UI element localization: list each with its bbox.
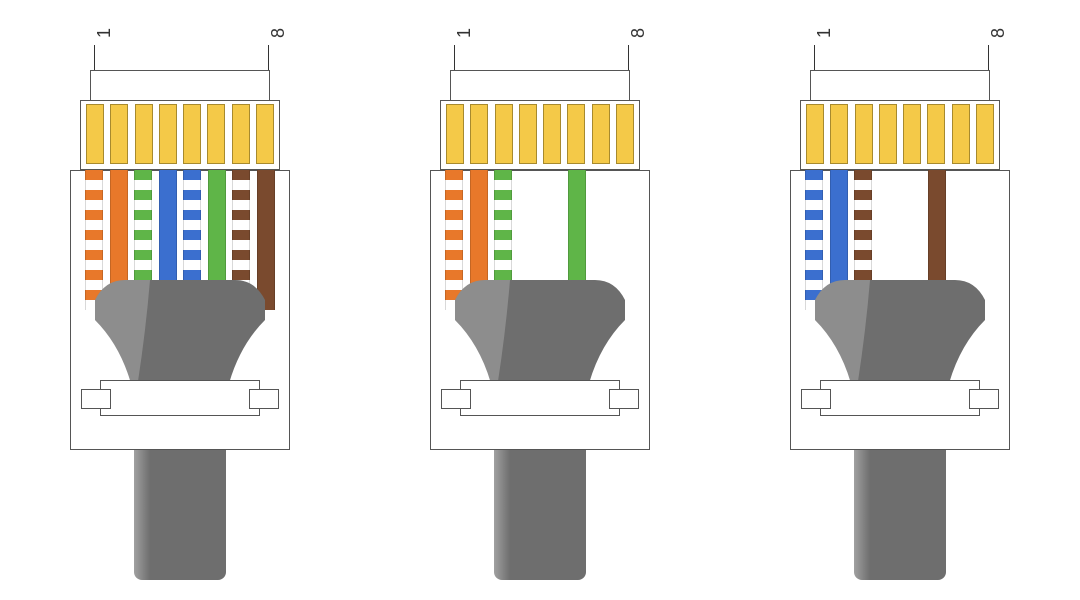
rj45-connector-3: 1 8 [770,20,1030,580]
contact-8 [976,104,994,164]
plug-top [810,70,990,100]
pin-labels: 1 8 [50,20,310,60]
contact-3 [855,104,873,164]
wire-2-blue [830,170,848,310]
pin-label-8: 8 [988,28,1009,38]
contact-row [80,100,280,170]
wire-4-blue [159,170,177,310]
wire-5-empty [543,170,561,310]
plug-top [90,70,270,100]
wire-6-green [208,170,226,310]
wire-4-empty [879,170,897,310]
contact-2 [470,104,488,164]
contact-1 [806,104,824,164]
contact-7 [592,104,610,164]
pin-tick-1 [454,45,455,70]
wire-7-striped-brown [232,170,250,310]
pin-labels: 1 8 [410,20,670,60]
pin-label-8: 8 [628,28,649,38]
contact-4 [879,104,897,164]
contact-6 [927,104,945,164]
pin-label-8: 8 [268,28,289,38]
rj45-connector-1: 1 8 [50,20,310,580]
contact-7 [952,104,970,164]
clip-tab [100,380,260,416]
wire-5-empty [903,170,921,310]
contact-7 [232,104,250,164]
wire-row [80,170,280,310]
contact-5 [543,104,561,164]
wire-1-striped-orange [445,170,463,310]
wire-row [440,170,640,310]
wire-8-empty [617,170,635,310]
wire-1-striped-blue [805,170,823,310]
contact-1 [86,104,104,164]
wire-8-brown [257,170,275,310]
pin-tick-1 [94,45,95,70]
plug-top [450,70,630,100]
wire-3-striped-brown [854,170,872,310]
wire-row [800,170,1000,310]
clip-tab [820,380,980,416]
contact-3 [495,104,513,164]
wire-5-striped-blue [183,170,201,310]
contact-4 [159,104,177,164]
wire-4-empty [519,170,537,310]
wire-8-empty [977,170,995,310]
contact-2 [830,104,848,164]
pin-tick-8 [628,45,629,70]
pin-labels: 1 8 [770,20,1030,60]
pin-label-1: 1 [454,28,475,38]
clip-tab [460,380,620,416]
pin-tick-8 [268,45,269,70]
contact-3 [135,104,153,164]
wire-7-empty [592,170,610,310]
pin-label-1: 1 [814,28,835,38]
rj45-connector-2: 1 8 [410,20,670,580]
pin-label-1: 1 [94,28,115,38]
wire-6-brown [928,170,946,310]
pin-tick-1 [814,45,815,70]
contact-8 [616,104,634,164]
contact-8 [256,104,274,164]
contact-6 [567,104,585,164]
wire-6-green [568,170,586,310]
pin-tick-8 [988,45,989,70]
contact-2 [110,104,128,164]
contact-4 [519,104,537,164]
contact-6 [207,104,225,164]
wire-2-orange [470,170,488,310]
wire-3-striped-green [494,170,512,310]
contact-5 [183,104,201,164]
contact-5 [903,104,921,164]
wire-1-striped-orange [85,170,103,310]
wire-3-striped-green [134,170,152,310]
contact-row [800,100,1000,170]
wire-7-empty [952,170,970,310]
wire-2-orange [110,170,128,310]
contact-1 [446,104,464,164]
contact-row [440,100,640,170]
